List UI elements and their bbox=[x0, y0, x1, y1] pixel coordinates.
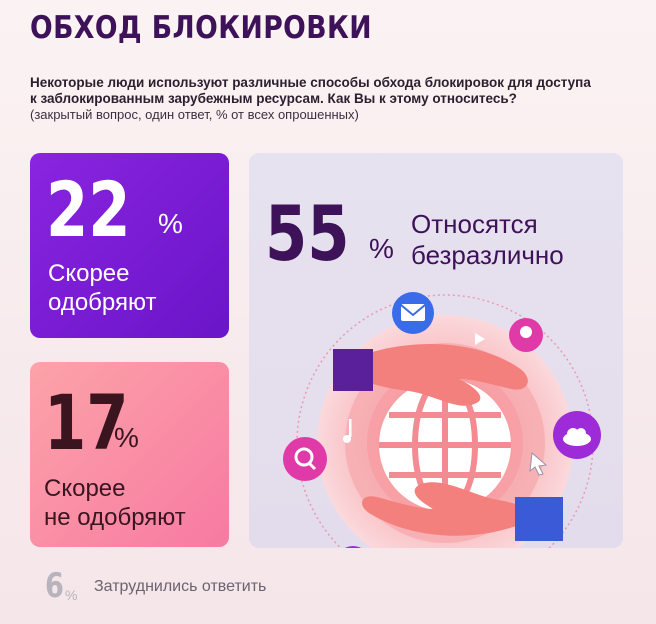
disapprove-label-line-1: Скорее bbox=[44, 475, 126, 502]
location-icon bbox=[509, 318, 543, 352]
card-approve: 22 % Скорее одобряют bbox=[30, 153, 229, 338]
indifferent-value: 55 bbox=[265, 189, 350, 278]
bottom-hand-icon bbox=[362, 482, 519, 536]
approve-percent-sign: % bbox=[158, 208, 183, 239]
search-icon bbox=[283, 437, 327, 481]
question-line-2: к заблокированным зарубежным ресурсам. К… bbox=[30, 91, 517, 106]
play-icon bbox=[475, 333, 485, 345]
approve-label-line-1: Скорее bbox=[48, 260, 130, 287]
disapprove-percent-sign: % bbox=[114, 422, 139, 453]
indifferent-label-line-2: безразлично bbox=[411, 240, 564, 270]
top-sleeve bbox=[333, 349, 373, 391]
mail-icon bbox=[392, 292, 434, 334]
disapprove-label-line-2: не одобряют bbox=[44, 504, 186, 531]
approve-label: Скорее одобряют bbox=[48, 259, 156, 317]
card-indifferent: 55 % Относятся безразлично bbox=[249, 153, 623, 548]
cloud-icon bbox=[553, 411, 601, 459]
indifferent-label-line-1: Относятся bbox=[411, 209, 538, 239]
card-disapprove: 17 % Скорее не одобряют bbox=[30, 362, 229, 547]
question-line-1: Некоторые люди используют различные спос… bbox=[30, 75, 591, 90]
disapprove-value: 17 bbox=[44, 378, 129, 467]
hard-to-answer-label: Затруднились ответить bbox=[94, 578, 267, 595]
indifferent-label: Относятся безразлично bbox=[411, 209, 564, 271]
globe-hands-illustration bbox=[283, 292, 601, 548]
hard-to-answer-percent-sign: % bbox=[65, 587, 78, 603]
approve-label-line-2: одобряют bbox=[48, 289, 157, 316]
music-note-icon bbox=[343, 419, 352, 443]
top-hand-icon bbox=[369, 344, 528, 406]
approve-value: 22 bbox=[46, 165, 131, 254]
indifferent-percent-sign: % bbox=[369, 233, 394, 264]
question-note: (закрытый вопрос, один ответ, % от всех … bbox=[30, 107, 359, 122]
like-icon bbox=[345, 546, 361, 548]
hard-to-answer-value: 6 bbox=[45, 566, 64, 606]
cursor-icon bbox=[529, 452, 548, 476]
question-text: Некоторые люди используют различные спос… bbox=[30, 75, 630, 107]
bottom-sleeve bbox=[515, 497, 563, 541]
page-title: ОБХОД БЛОКИРОВКИ bbox=[30, 10, 372, 46]
disapprove-label: Скорее не одобряют bbox=[44, 474, 186, 532]
